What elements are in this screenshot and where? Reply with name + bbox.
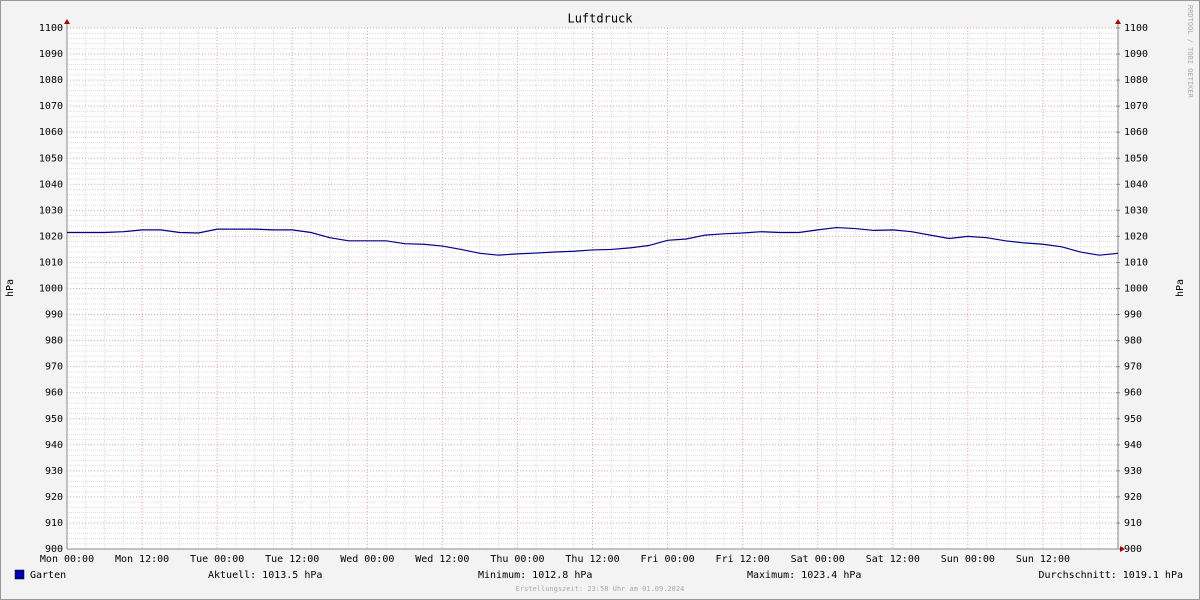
y2-tick-label: 930 [1124, 466, 1142, 477]
chart-title: Luftdruck [567, 12, 633, 26]
footer: Erstellungszeit: 23:58 Uhr am 01.09.2024 [516, 585, 685, 593]
y2-tick-label: 1020 [1124, 231, 1148, 242]
x-tick-label: Mon 00:00 [40, 554, 94, 565]
x-tick-label: Fri 12:00 [716, 554, 770, 565]
x-tick-label: Wed 12:00 [415, 554, 469, 565]
y2-tick-label: 910 [1124, 518, 1142, 529]
y2-tick-label: 1010 [1124, 257, 1148, 268]
axis-arrow [1120, 546, 1125, 552]
y2-tick-label: 1030 [1124, 205, 1148, 216]
y-tick-label: 1020 [39, 231, 63, 242]
legend-swatch [14, 569, 25, 580]
x-tick-label: Tue 00:00 [190, 554, 244, 565]
y2-tick-label: 960 [1124, 388, 1142, 399]
x-tick-label: Thu 12:00 [565, 554, 619, 565]
x-tick-label: Sun 12:00 [1016, 554, 1070, 565]
y-tick-label: 1100 [39, 23, 63, 34]
x-tick-label: Wed 00:00 [340, 554, 394, 565]
y-tick-label: 930 [45, 466, 63, 477]
y2-tick-label: 920 [1124, 492, 1142, 503]
y-tick-label: 940 [45, 440, 63, 451]
y2-tick-label: 1040 [1124, 179, 1148, 190]
watermark: RRDTOOL / TOBI OETIKER [1186, 5, 1194, 99]
y-tick-label: 920 [45, 492, 63, 503]
y2-tick-label: 1050 [1124, 153, 1148, 164]
y2-tick-label: 970 [1124, 362, 1142, 373]
y-tick-label: 1010 [39, 257, 63, 268]
y2-tick-label: 1000 [1124, 284, 1148, 295]
x-tick-label: Sun 00:00 [941, 554, 995, 565]
stat: Minimum: 1012.8 hPa [478, 570, 592, 581]
y-tick-label: 950 [45, 414, 63, 425]
axis-arrow [1115, 19, 1121, 24]
y2-tick-label: 1100 [1124, 23, 1148, 34]
y2-axis-label: hPa [1175, 279, 1186, 297]
y2-tick-label: 1080 [1124, 75, 1148, 86]
y-axis-label: hPa [5, 279, 16, 297]
x-tick-label: Fri 00:00 [640, 554, 694, 565]
y-tick-label: 1070 [39, 101, 63, 112]
y-tick-label: 1060 [39, 127, 63, 138]
y-tick-label: 1000 [39, 284, 63, 295]
y2-tick-label: 950 [1124, 414, 1142, 425]
y2-tick-label: 1070 [1124, 101, 1148, 112]
y2-tick-label: 900 [1124, 544, 1142, 555]
y-tick-label: 910 [45, 518, 63, 529]
y-tick-label: 1050 [39, 153, 63, 164]
y2-tick-label: 940 [1124, 440, 1142, 451]
y2-tick-label: 990 [1124, 310, 1142, 321]
x-tick-label: Sat 12:00 [866, 554, 920, 565]
y-tick-label: 1080 [39, 75, 63, 86]
y-tick-label: 1090 [39, 49, 63, 60]
y2-tick-label: 1090 [1124, 49, 1148, 60]
x-tick-label: Mon 12:00 [115, 554, 169, 565]
stat: Durchschnitt: 1019.1 hPa [1039, 570, 1184, 581]
x-tick-label: Thu 00:00 [490, 554, 544, 565]
legend-label: Garten [30, 570, 66, 581]
x-tick-label: Tue 12:00 [265, 554, 319, 565]
y2-tick-label: 1060 [1124, 127, 1148, 138]
data-line [67, 226, 1119, 256]
y-tick-label: 960 [45, 388, 63, 399]
y2-tick-label: 980 [1124, 336, 1142, 347]
x-tick-label: Sat 00:00 [791, 554, 845, 565]
y-tick-label: 980 [45, 336, 63, 347]
y-tick-label: 990 [45, 310, 63, 321]
stat: Aktuell: 1013.5 hPa [208, 570, 322, 581]
y-tick-label: 900 [45, 544, 63, 555]
y-tick-label: 970 [45, 362, 63, 373]
y-tick-label: 1030 [39, 205, 63, 216]
stat: Maximum: 1023.4 hPa [747, 570, 861, 581]
axis-arrow [64, 19, 70, 24]
y-tick-label: 1040 [39, 179, 63, 190]
